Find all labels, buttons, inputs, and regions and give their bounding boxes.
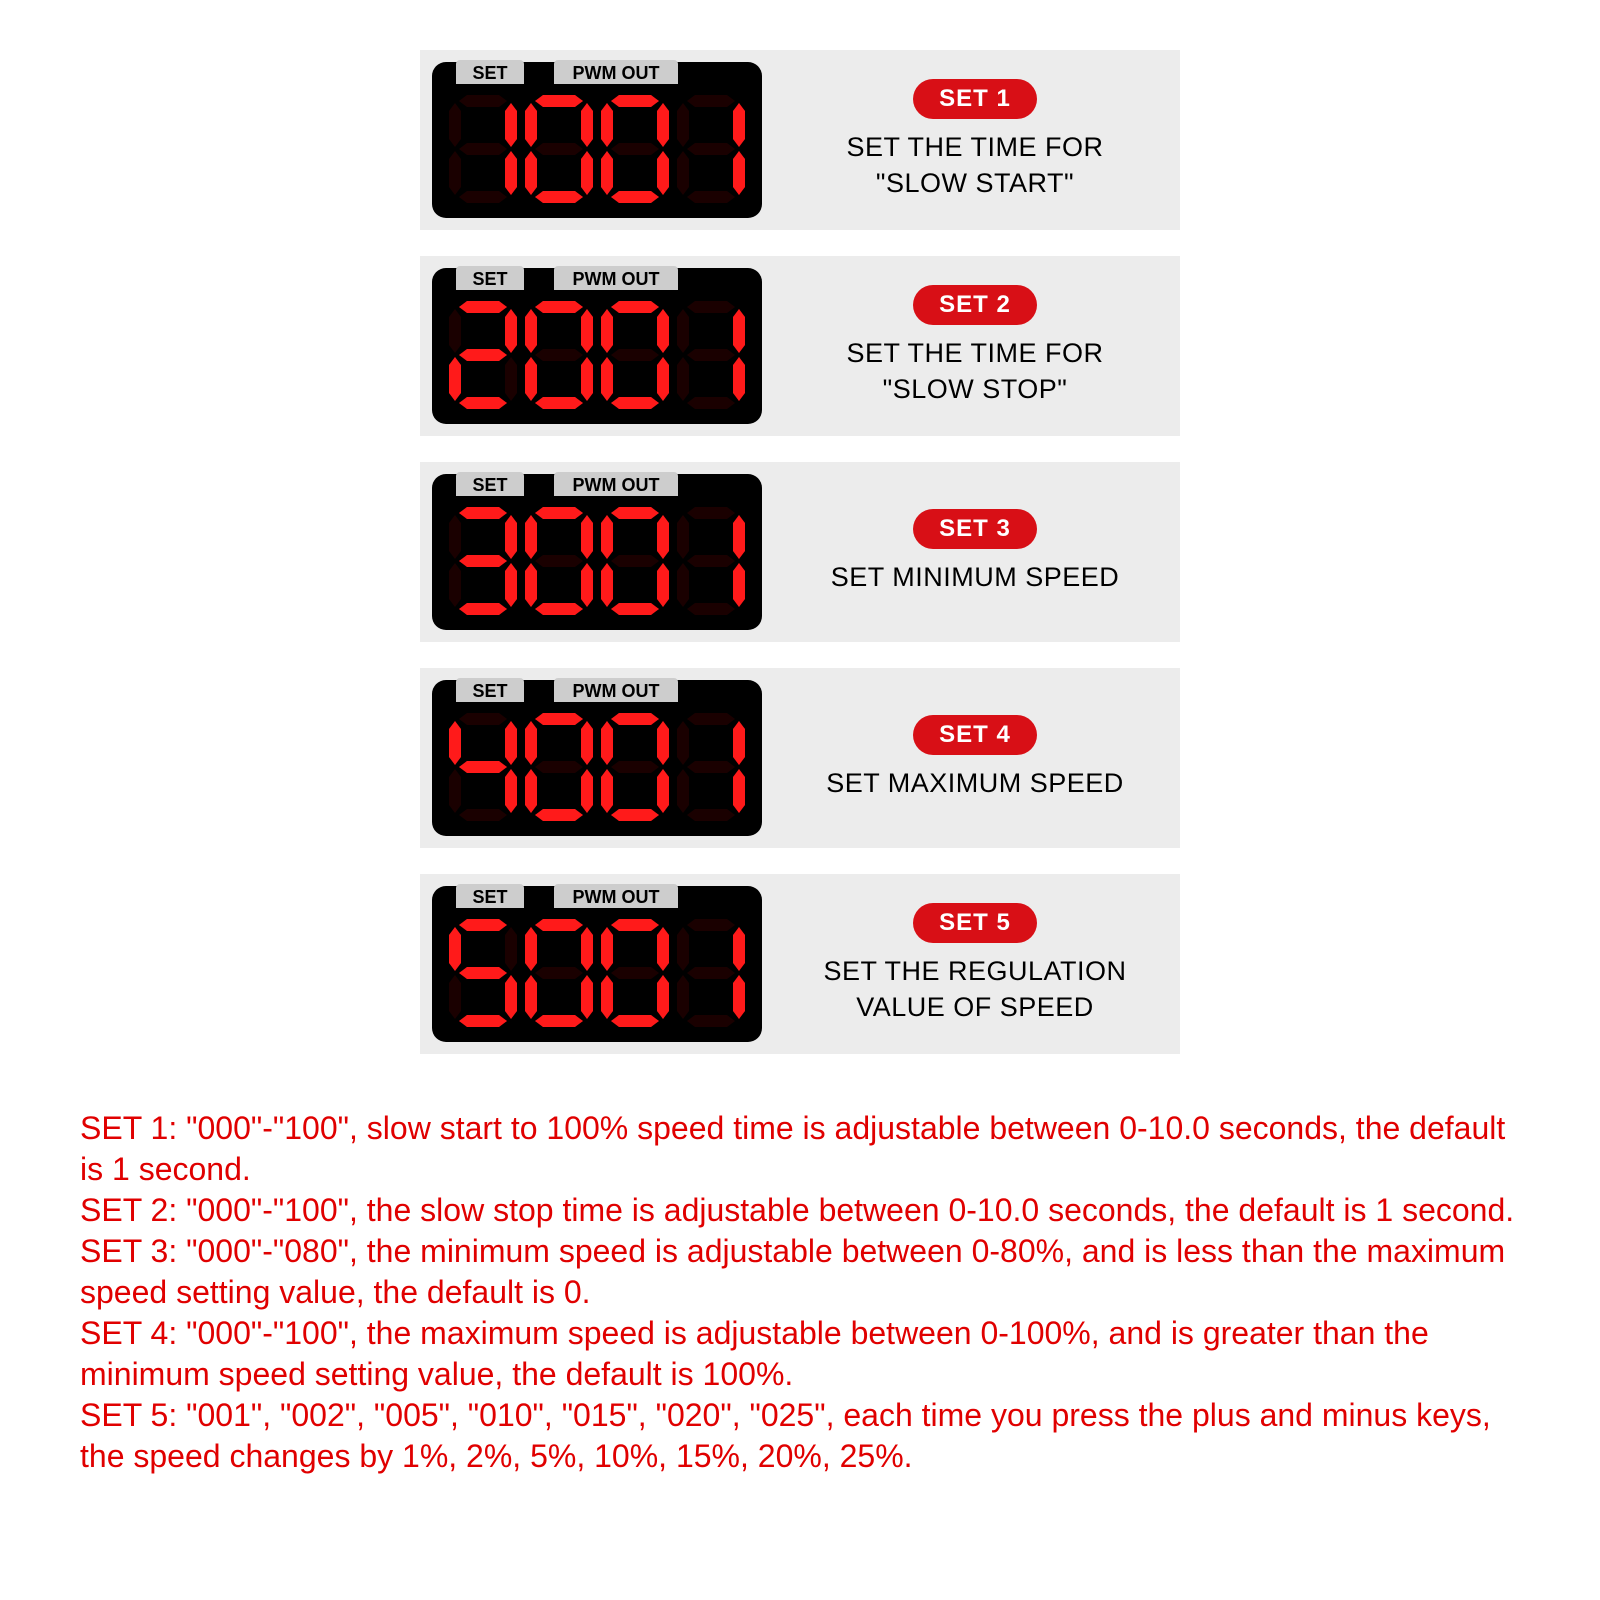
led-module: SET PWM OUT	[432, 680, 762, 836]
setting-text: SET THE TIME FOR "SLOW START"	[790, 129, 1160, 202]
tab-set: SET	[456, 678, 524, 704]
led-module: SET PWM OUT	[432, 474, 762, 630]
led-digit	[447, 711, 519, 823]
led-digit	[523, 93, 595, 205]
setting-description: SET 2 SET THE TIME FOR "SLOW STOP"	[790, 285, 1160, 408]
settings-list: SET PWM OUT SET 1 SET THE TIME FOR "SLOW ST…	[0, 50, 1600, 1054]
tab-set: SET	[456, 60, 524, 86]
setting-description: SET 1 SET THE TIME FOR "SLOW START"	[790, 79, 1160, 202]
page: SET PWM OUT SET 1 SET THE TIME FOR "SLOW ST…	[0, 0, 1600, 1600]
setting-text: SET MINIMUM SPEED	[790, 559, 1160, 595]
led-digit	[447, 505, 519, 617]
tab-pwm-out: PWM OUT	[554, 884, 678, 910]
led-digit	[675, 917, 747, 1029]
led-digit	[523, 917, 595, 1029]
led-digit	[447, 299, 519, 411]
note-line: SET 5: "001", "002", "005", "010", "015"…	[80, 1395, 1520, 1477]
led-module: SET PWM OUT	[432, 886, 762, 1042]
setting-badge: SET 3	[913, 509, 1037, 549]
setting-text: SET THE REGULATION VALUE OF SPEED	[790, 953, 1160, 1026]
led-digit	[447, 917, 519, 1029]
tab-pwm-out: PWM OUT	[554, 678, 678, 704]
led-digit	[675, 93, 747, 205]
led-digit	[599, 917, 671, 1029]
note-line: SET 1: "000"-"100", slow start to 100% s…	[80, 1108, 1520, 1190]
led-digit	[675, 299, 747, 411]
setting-description: SET 4 SET MAXIMUM SPEED	[790, 715, 1160, 801]
setting-badge: SET 5	[913, 903, 1037, 943]
tab-set: SET	[456, 266, 524, 292]
led-digit	[599, 93, 671, 205]
notes-block: SET 1: "000"-"100", slow start to 100% s…	[80, 1108, 1520, 1477]
tab-pwm-out: PWM OUT	[554, 472, 678, 498]
setting-badge: SET 1	[913, 79, 1037, 119]
led-module: SET PWM OUT	[432, 268, 762, 424]
tab-set: SET	[456, 884, 524, 910]
led-digit	[523, 711, 595, 823]
led-digit	[675, 711, 747, 823]
led-digit	[599, 711, 671, 823]
setting-description: SET 5 SET THE REGULATION VALUE OF SPEED	[790, 903, 1160, 1026]
led-digit	[523, 505, 595, 617]
led-module: SET PWM OUT	[432, 62, 762, 218]
led-digit	[599, 299, 671, 411]
setting-text: SET THE TIME FOR "SLOW STOP"	[790, 335, 1160, 408]
led-digit	[675, 505, 747, 617]
tab-set: SET	[456, 472, 524, 498]
setting-card-5: SET PWM OUT SET 5 SET THE REGULATION VALUE …	[420, 874, 1180, 1054]
setting-card-1: SET PWM OUT SET 1 SET THE TIME FOR "SLOW ST…	[420, 50, 1180, 230]
led-display	[432, 502, 762, 620]
tab-pwm-out: PWM OUT	[554, 266, 678, 292]
led-digit	[447, 93, 519, 205]
led-display	[432, 708, 762, 826]
setting-description: SET 3 SET MINIMUM SPEED	[790, 509, 1160, 595]
setting-badge: SET 4	[913, 715, 1037, 755]
led-display	[432, 914, 762, 1032]
note-line: SET 3: "000"-"080", the minimum speed is…	[80, 1231, 1520, 1313]
setting-card-3: SET PWM OUT SET 3 SET MINIMUM SPEED	[420, 462, 1180, 642]
note-line: SET 2: "000"-"100", the slow stop time i…	[80, 1190, 1520, 1231]
setting-text: SET MAXIMUM SPEED	[790, 765, 1160, 801]
tab-pwm-out: PWM OUT	[554, 60, 678, 86]
setting-card-4: SET PWM OUT SET 4 SET MAXIMUM SPEED	[420, 668, 1180, 848]
led-digit	[599, 505, 671, 617]
led-digit	[523, 299, 595, 411]
note-line: SET 4: "000"-"100", the maximum speed is…	[80, 1313, 1520, 1395]
setting-card-2: SET PWM OUT SET 2 SET THE TIME FOR "SLOW ST…	[420, 256, 1180, 436]
led-display	[432, 90, 762, 208]
setting-badge: SET 2	[913, 285, 1037, 325]
led-display	[432, 296, 762, 414]
